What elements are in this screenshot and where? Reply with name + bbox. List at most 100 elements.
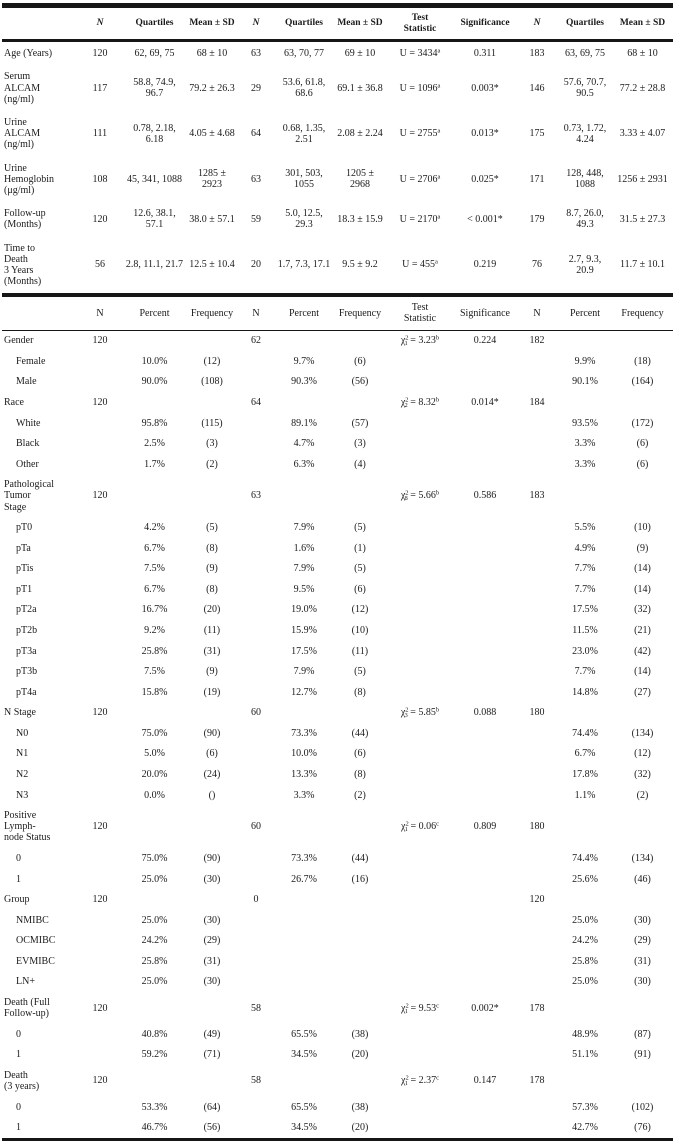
cell-value: (31) [203, 955, 221, 967]
cell-value [516, 682, 558, 703]
cell-value: (10) [634, 522, 651, 534]
column-header-blank [2, 6, 77, 41]
continuous-header-row: N Quartiles Mean ± SD N Quartiles Mean ±… [2, 6, 673, 41]
cell-value [454, 682, 516, 703]
cell-value: 4.9% [574, 542, 596, 554]
cell-value: (9) [206, 666, 218, 678]
cell-value: 38.0 ± 57.1 [189, 213, 235, 225]
cell-value: 183 [529, 48, 545, 60]
cell-value: (91) [634, 1049, 651, 1061]
cell-value: (12) [351, 604, 369, 616]
row-label: N2 [16, 768, 29, 780]
cell-value: 29 [251, 82, 261, 94]
cell-value [274, 330, 334, 351]
cell-value: 31.5 ± 27.3 [619, 213, 666, 225]
cell-value: (12) [634, 748, 651, 760]
cell-value: 25.8% [141, 645, 168, 657]
table-row: Group 120 0 120 [2, 889, 673, 910]
cell-value: (5) [206, 522, 218, 534]
column-header-significance: Significance [460, 18, 510, 29]
cell-value: 12.6, 38.1, 57.1 [133, 208, 176, 231]
cell-value: 74.4% [572, 727, 598, 739]
cell-value: 45, 341, 1088 [127, 173, 182, 185]
cell-value [77, 351, 123, 372]
row-label: Gender [4, 335, 34, 347]
cell-value [558, 1065, 612, 1097]
cell-value: 58 [251, 1075, 261, 1087]
cell-value: (87) [634, 1028, 651, 1040]
cell-value [454, 661, 516, 682]
column-header-n: N [533, 18, 541, 29]
cell-value [334, 475, 386, 518]
cell-value [516, 372, 558, 393]
cell-value: 0.219 [473, 259, 497, 271]
cell-value [516, 518, 558, 539]
cell-value: (14) [634, 563, 651, 575]
cell-value [612, 330, 673, 351]
row-label: pT2a [16, 604, 37, 616]
cell-value: 7.7% [574, 563, 596, 575]
continuous-table-body: Age (Years) 120 62, 69, 75 68 ± 10 63 63, 70,… [2, 41, 673, 294]
cell-value [77, 518, 123, 539]
cell-value: χ22 = 8.32b [400, 396, 440, 409]
cell-value [274, 910, 334, 931]
cell-value [516, 413, 558, 434]
cell-value [238, 413, 274, 434]
cell-value: U = 2706a [399, 173, 441, 185]
cell-value [516, 538, 558, 559]
column-header-quartiles: Quartiles [566, 18, 604, 29]
cell-value: 12.5 ± 10.4 [189, 259, 235, 271]
cell-value [454, 620, 516, 641]
cell-value: (3) [206, 438, 218, 450]
cell-value: 25.0% [141, 976, 168, 988]
table-row: Black 2.5% (3) 4.7% (3) 3.3% (6) [2, 433, 673, 454]
cell-value [454, 1117, 516, 1139]
cell-value: 9.9% [574, 355, 596, 367]
table-row: 1 59.2% (71) 34.5% (20) 51.1% (91) [2, 1045, 673, 1066]
cell-value [274, 972, 334, 993]
cell-value: 171 [529, 173, 545, 185]
column-header-significance: Significance [460, 307, 510, 319]
cell-value [77, 620, 123, 641]
cell-value [386, 372, 454, 393]
cell-value: 120 [92, 894, 108, 906]
cell-value: 46.7% [141, 1122, 168, 1134]
cell-value [123, 889, 186, 910]
cell-value [454, 454, 516, 475]
column-header-mean-sd: Mean ± SD [189, 18, 235, 29]
cell-value: (44) [351, 727, 369, 739]
cell-value: 74.4% [572, 853, 598, 864]
table-row: pT2b 9.2% (11) 15.9% (10) 11.5% (21) [2, 620, 673, 641]
column-header-frequency: Frequency [621, 307, 664, 319]
row-label: Other [16, 458, 39, 470]
cell-value [516, 1117, 558, 1139]
cell-value [558, 805, 612, 848]
cell-value: 57.6, 70.7, 90.5 [563, 77, 607, 100]
cell-value [186, 703, 238, 724]
cell-value [386, 951, 454, 972]
cell-value: (32) [634, 768, 651, 780]
cell-value [77, 723, 123, 744]
cell-value: 120 [92, 397, 108, 408]
cell-value: 120 [92, 490, 108, 502]
cell-value: 11.5% [572, 625, 598, 636]
cell-value: 24.2% [572, 935, 598, 947]
row-label: N3 [16, 789, 29, 801]
table-row: Other 1.7% (2) 6.3% (4) 3.3% (6) [2, 454, 673, 475]
table-row: Serum ALCAM (ng/ml) 117 58.8, 74.9, 96.7 79… [2, 65, 673, 111]
table-row: Positive Lymph- node Status 120 60 χ21 = 0.… [2, 805, 673, 848]
column-header-percent: Percent [139, 307, 170, 319]
cell-value: (14) [634, 583, 651, 595]
cell-value: 59 [251, 213, 261, 225]
row-label: Urine ALCAM (ng/ml) [4, 117, 41, 151]
row-label: Urine Hemoglobin (μg/ml) [4, 162, 54, 196]
cell-value: 0.014* [471, 397, 499, 408]
cell-value: 120 [92, 48, 108, 60]
row-label: pTis [16, 563, 34, 575]
cell-value [516, 620, 558, 641]
cell-value [454, 600, 516, 621]
cell-value [386, 889, 454, 910]
cell-value [77, 744, 123, 765]
table-row: pT0 4.2% (5) 7.9% (5) 5.5% (10) [2, 518, 673, 539]
